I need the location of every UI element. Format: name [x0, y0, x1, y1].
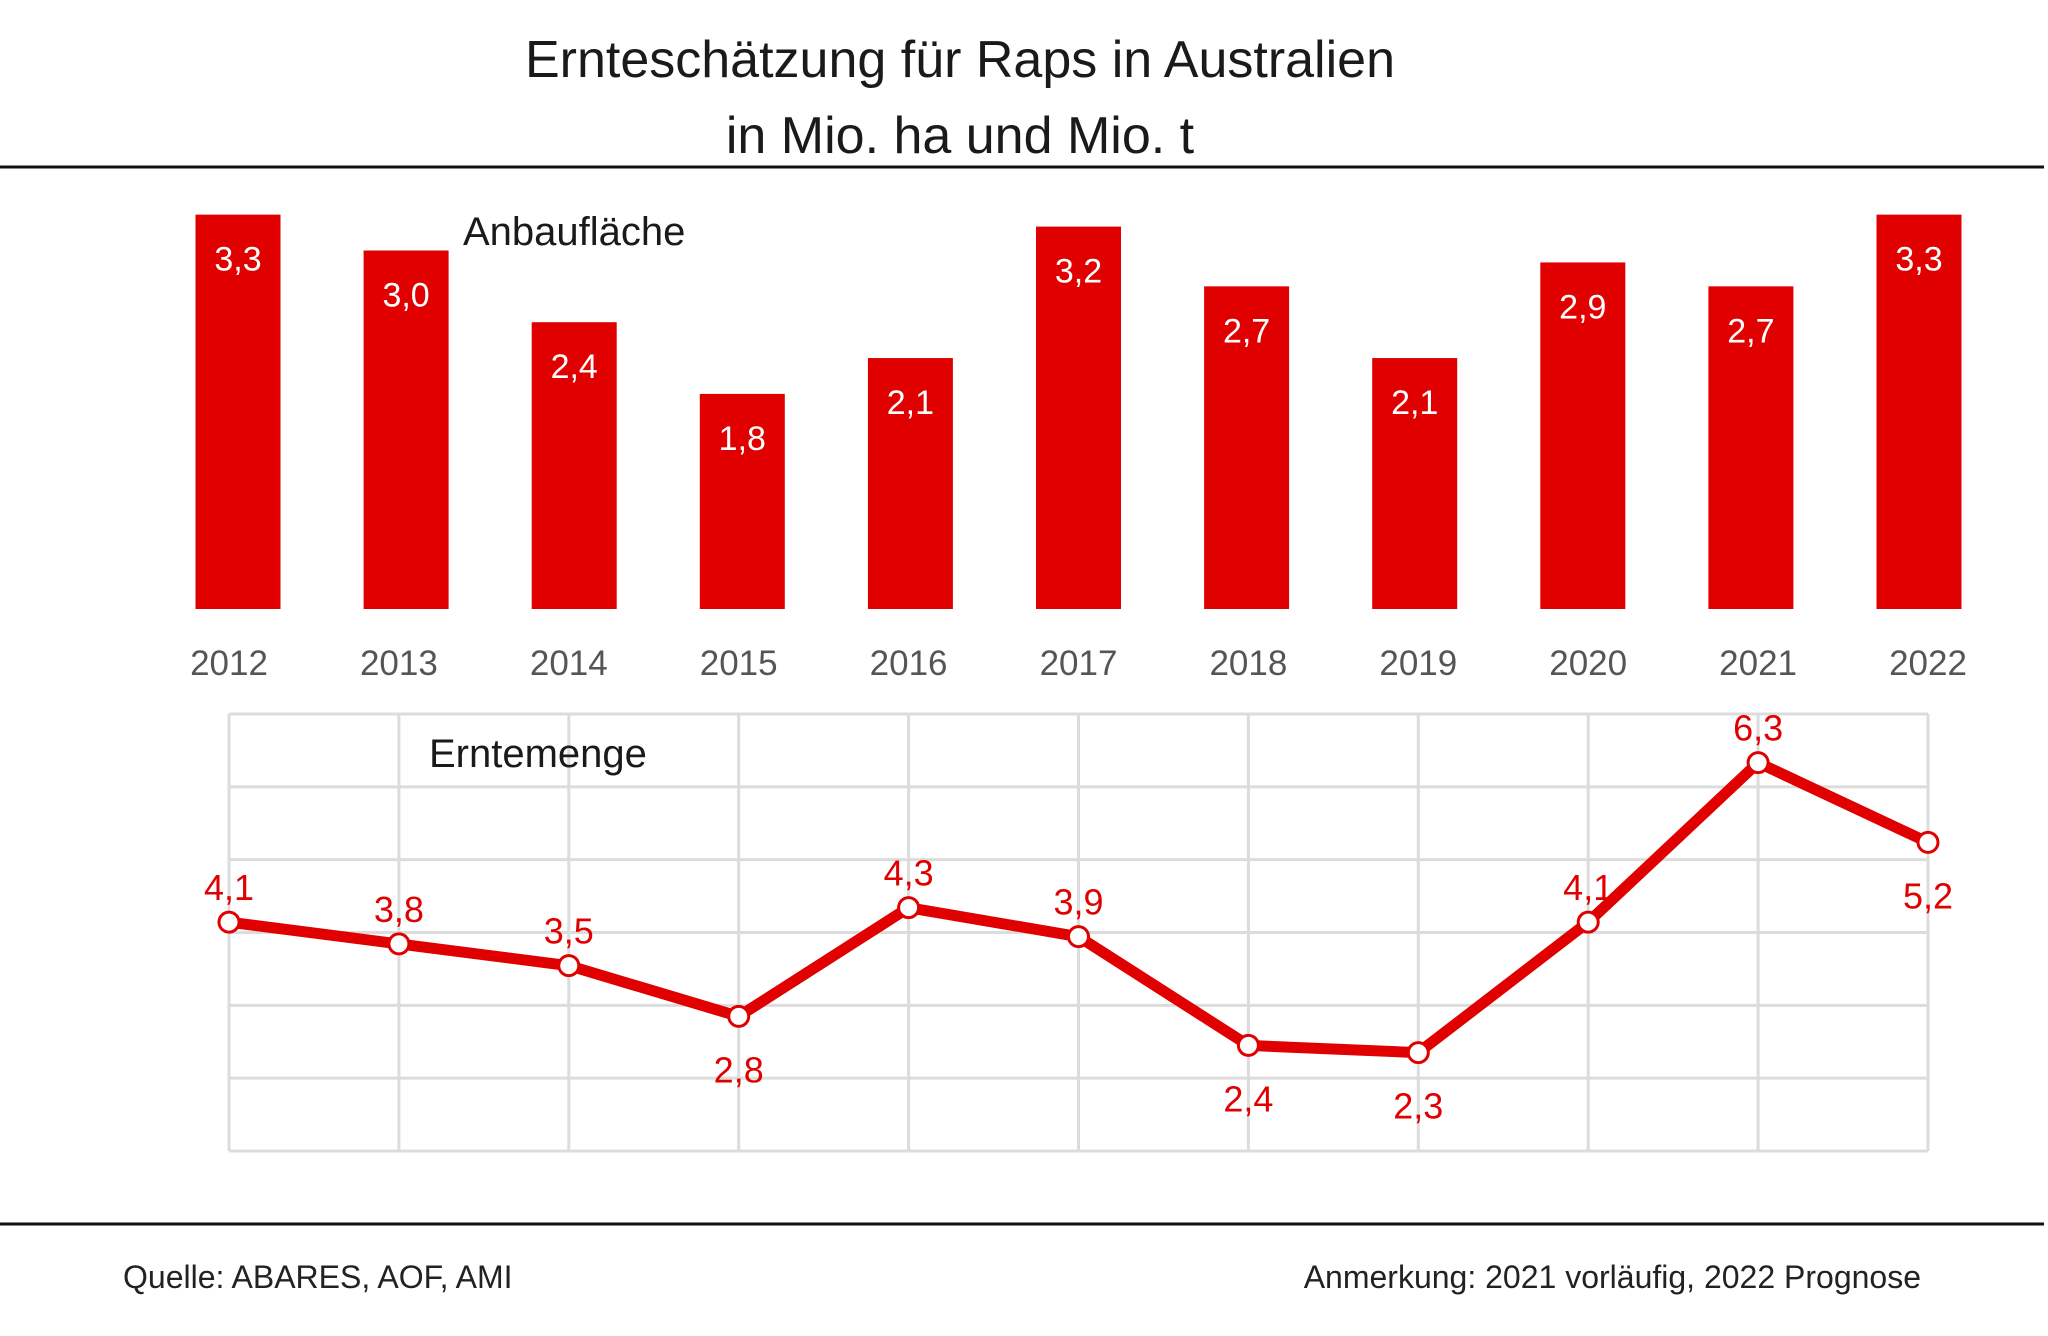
- annotation-note: Anmerkung: 2021 vorläufig, 2022 Prognose: [1304, 1259, 1921, 1295]
- bar-value-label: 1,8: [719, 420, 766, 458]
- point-value-label: 4,1: [204, 867, 254, 908]
- bar-value-label: 2,7: [1223, 312, 1270, 350]
- point-value-label: 3,8: [374, 889, 424, 930]
- line-chart-grid: [227, 712, 1930, 1153]
- bar-value-label: 2,9: [1559, 288, 1606, 326]
- year-axis: 2012 2013 2014 2015 2016 2017 2018 2019 2020 2021…: [190, 644, 1967, 683]
- point-value-label: 4,1: [1563, 867, 1613, 908]
- chart-title-line2: in Mio. ha und Mio. t: [726, 107, 1195, 165]
- point-value-label: 3,5: [544, 911, 594, 952]
- year-tick-label: 2013: [360, 644, 438, 683]
- bar-value-label: 3,3: [214, 241, 261, 279]
- bar-value-label: 2,1: [887, 384, 934, 422]
- bar-value-label: 2,7: [1727, 312, 1774, 350]
- year-tick-label: 2016: [870, 644, 948, 683]
- line-point-2013: [387, 932, 411, 956]
- bar-value-label: 3,2: [1055, 253, 1102, 291]
- line-point-2014: [557, 954, 581, 978]
- bar-value-label: 2,4: [551, 348, 598, 386]
- line-point-2021: [1746, 751, 1770, 775]
- line-series-label: Erntemenge: [429, 732, 647, 776]
- year-tick-label: 2018: [1209, 644, 1287, 683]
- bar-2015: [699, 393, 785, 609]
- point-value-label: 3,9: [1053, 882, 1103, 923]
- bar-series-label: Anbaufläche: [463, 210, 685, 254]
- year-tick-label: 2012: [190, 644, 268, 683]
- bar-2018: [1204, 286, 1290, 609]
- year-tick-label: 2017: [1040, 644, 1118, 683]
- line-chart-area: 4,1 3,8 3,5 2,8 4,3 3,9 2,4 2,3 4,1 6,3 5,2: [204, 708, 1953, 1127]
- point-value-label: 2,3: [1393, 1086, 1443, 1127]
- chart-title-line1: Ernteschätzung für Raps in Australien: [525, 31, 1395, 89]
- bar-2016: [867, 358, 953, 609]
- year-tick-label: 2021: [1719, 644, 1797, 683]
- bar-2019: [1372, 358, 1458, 609]
- point-value-label: 2,4: [1223, 1078, 1273, 1119]
- point-value-label: 6,3: [1733, 708, 1783, 749]
- year-tick-label: 2022: [1889, 644, 1967, 683]
- point-value-label: 4,3: [884, 853, 934, 894]
- point-value-label: 5,2: [1903, 875, 1953, 916]
- point-value-label: 2,8: [714, 1049, 764, 1090]
- bar-2012: [195, 214, 281, 609]
- line-point-2012: [217, 910, 241, 934]
- bar-2014: [531, 322, 617, 609]
- line-point-2020: [1576, 910, 1600, 934]
- line-point-2018: [1236, 1033, 1260, 1057]
- bar-value-label: 2,1: [1391, 384, 1438, 422]
- bar-2020: [1540, 262, 1626, 609]
- year-tick-label: 2015: [700, 644, 778, 683]
- bar-value-label: 3,0: [382, 277, 429, 315]
- bar-value-label: 3,3: [1895, 241, 1942, 279]
- bar-chart-area: 3,3 3,0 2,4 1,8 2,1 3,2 2,7 2,1 2,9 2,7 3,3: [195, 214, 1962, 609]
- year-tick-label: 2014: [530, 644, 608, 683]
- line-point-2015: [727, 1004, 751, 1028]
- year-tick-label: 2019: [1379, 644, 1457, 683]
- line-point-2017: [1067, 925, 1090, 949]
- line-point-2022: [1916, 830, 1940, 854]
- bar-2017: [1036, 226, 1121, 609]
- bar-2022: [1876, 214, 1962, 609]
- bar-2021: [1708, 286, 1794, 609]
- line-point-2016: [897, 896, 921, 920]
- bar-2013: [363, 250, 449, 609]
- source-note: Quelle: ABARES, AOF, AMI: [123, 1259, 513, 1295]
- line-point-2019: [1406, 1041, 1430, 1065]
- year-tick-label: 2020: [1549, 644, 1627, 683]
